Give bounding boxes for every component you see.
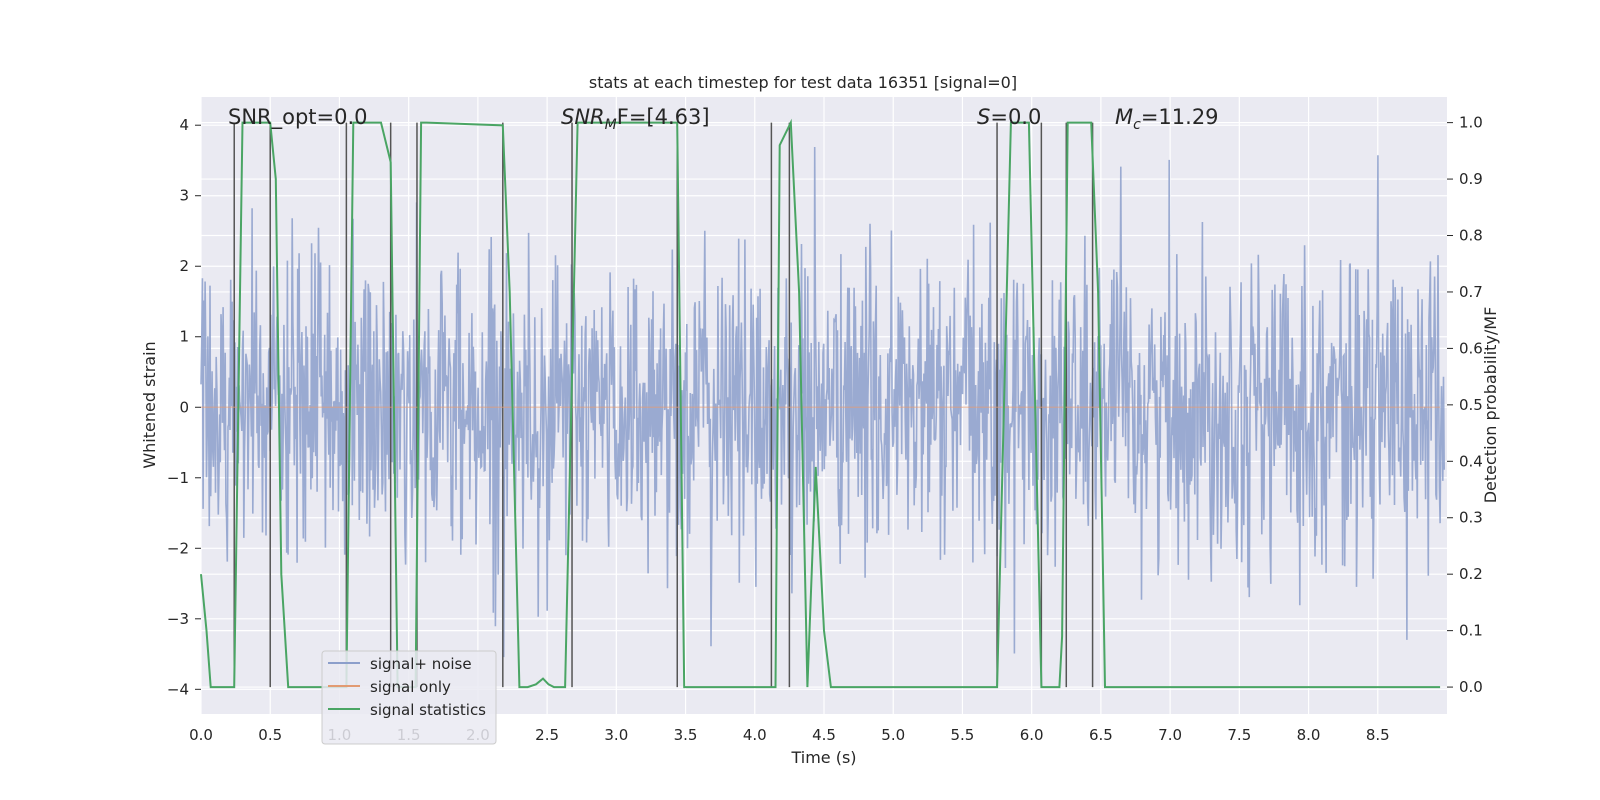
legend-label-signal-noise: signal+ noise: [370, 655, 472, 673]
right-y-tick-label: 0.8: [1459, 227, 1483, 245]
detection-markers: [233, 122, 1094, 688]
left-y-tick-label: 4: [179, 116, 189, 134]
x-tick-label: 0.5: [258, 726, 282, 744]
right-y-tick-label: 0.7: [1459, 283, 1483, 301]
right-y-tick-label: 0.4: [1459, 452, 1483, 470]
annotation-snr-mf-suffix: F=[4.63]: [617, 105, 710, 129]
x-tick-label: 6.5: [1089, 726, 1113, 744]
series-signal-statistics: [200, 118, 1441, 689]
x-tick-label: 0.0: [189, 726, 213, 744]
right-y-tick-label: 0.6: [1459, 339, 1483, 357]
left-y-tick-label: 3: [179, 187, 189, 205]
left-y-axis-label: Whitened strain: [140, 341, 159, 468]
annotation-s: S=0.0: [977, 105, 1041, 129]
x-tick-label: 6.0: [1020, 726, 1044, 744]
x-tick-label: 8.5: [1366, 726, 1390, 744]
right-y-tick-label: 0.0: [1459, 678, 1483, 696]
annotation-s-suffix: =0.0: [990, 105, 1041, 129]
annotation-snr-mf: SNRMF=[4.63]: [561, 105, 710, 133]
annotation-mc-sub: c: [1133, 117, 1141, 133]
x-tick-label: 2.5: [535, 726, 559, 744]
right-y-tick-label: 0.5: [1459, 396, 1483, 414]
x-axis-label: Time (s): [790, 748, 856, 767]
right-y-tick-labels: 0.0 0.1 0.2 0.3 0.4 0.5 0.6 0.7 0.8 0.9 1.0: [1447, 114, 1483, 696]
left-y-tick-labels: −4 −3 −2 −1 0 1 2 3 4: [167, 116, 201, 698]
left-y-tick-label: −2: [167, 539, 189, 557]
noise-trace: [200, 146, 1445, 658]
left-y-tick-label: 2: [179, 257, 189, 275]
right-y-axis-label: Detection probability/MF: [1481, 307, 1500, 504]
right-y-tick-label: 0.9: [1459, 170, 1483, 188]
right-y-tick-label: 0.3: [1459, 509, 1483, 527]
series-signal-noise: [200, 146, 1445, 658]
annotation-s-main: S: [977, 105, 990, 129]
annotation-snr-mf-prefix: SNR: [561, 105, 605, 129]
annotations: SNR_opt=0.0 SNRMF=[4.63] S=0.0 Mc=11.29: [228, 105, 1219, 133]
legend-box: [321, 650, 497, 745]
left-y-tick-label: −3: [167, 610, 189, 628]
x-tick-label: 7.5: [1227, 726, 1251, 744]
annotation-snr-mf-sub: M: [605, 117, 617, 133]
legend-label-signal-statistics: signal statistics: [370, 701, 486, 719]
left-y-tick-label: 0: [179, 398, 189, 416]
x-tick-label: 5.0: [881, 726, 905, 744]
annotation-mc-main: M: [1115, 105, 1133, 129]
right-y-tick-label: 0.1: [1459, 622, 1483, 640]
right-y-tick-label: 1.0: [1459, 114, 1483, 132]
annotation-mc-suffix: =11.29: [1141, 105, 1219, 129]
legend-label-signal-only: signal only: [370, 678, 451, 696]
x-tick-label: 5.5: [951, 726, 975, 744]
left-y-tick-label: −1: [167, 469, 189, 487]
left-y-tick-label: 1: [179, 328, 189, 346]
x-tick-label: 3.0: [604, 726, 628, 744]
x-tick-label: 4.0: [743, 726, 767, 744]
x-tick-label: 7.0: [1158, 726, 1182, 744]
probability-trace: [200, 118, 1441, 689]
x-tick-label: 4.5: [812, 726, 836, 744]
annotation-snr-opt: SNR_opt=0.0: [228, 105, 368, 130]
annotation-mc: Mc=11.29: [1115, 105, 1219, 133]
right-y-tick-label: 0.2: [1459, 565, 1483, 583]
x-tick-label: 3.5: [674, 726, 698, 744]
x-tick-label: 8.0: [1297, 726, 1321, 744]
legend: signal+ noise signal only signal statist…: [321, 650, 497, 745]
chart-title: stats at each timestep for test data 163…: [589, 73, 1017, 92]
left-y-tick-label: −4: [167, 680, 189, 698]
